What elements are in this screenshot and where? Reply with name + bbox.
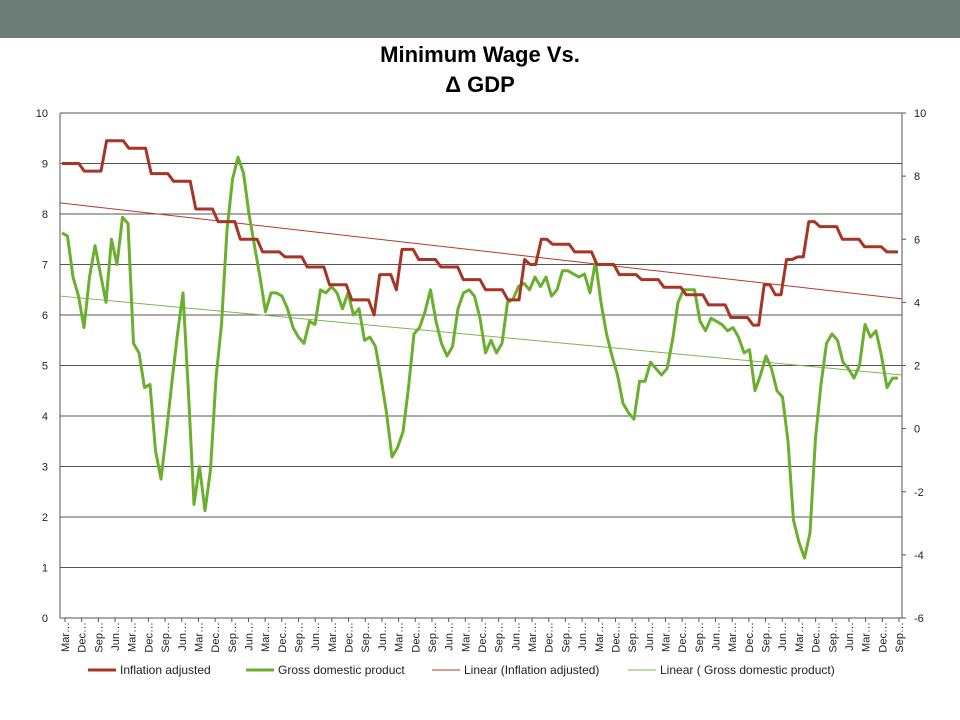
- series-line-gdp: [61, 155, 898, 560]
- y-left-tick-label: 0: [42, 613, 48, 625]
- x-tick-label: Sep…: [160, 622, 172, 653]
- x-tick-label: Mar…: [727, 622, 739, 652]
- x-tick-label: Mar…: [127, 622, 139, 652]
- left-axis-ticks: 0 1 2 3 4 5 6 7 8 9 10: [36, 108, 48, 625]
- x-tick-label: Jun…: [577, 622, 589, 651]
- x-tick-label: Jun…: [444, 622, 456, 651]
- x-tick-label: Mar…: [460, 622, 472, 652]
- y-right-tick-label: 0: [914, 424, 920, 436]
- y-left-tick-label: 6: [42, 310, 48, 322]
- x-tick-label: Dec…: [677, 622, 689, 653]
- x-tick-label: Jun…: [711, 622, 723, 651]
- x-tick-label: Mar…: [861, 622, 873, 652]
- y-left-tick-label: 5: [42, 361, 48, 373]
- chart-title: Minimum Wage Vs.: [380, 42, 580, 67]
- x-tick-label: Dec…: [877, 622, 889, 653]
- y-left-tick-label: 7: [42, 260, 48, 272]
- y-right-tick-label: 2: [914, 361, 920, 373]
- legend: Inflation adjusted Gross domestic product…: [88, 663, 835, 677]
- y-right-tick-label: 4: [914, 297, 920, 309]
- trend-lines: [59, 202, 903, 376]
- slide-background: [0, 38, 960, 720]
- x-tick-label: Jun…: [243, 622, 255, 651]
- x-tick-label: Mar…: [527, 622, 539, 652]
- x-tick-label: Mar…: [660, 622, 672, 652]
- y-right-tick-label: -4: [914, 550, 924, 562]
- x-tick-label: Jun…: [510, 622, 522, 651]
- x-tick-label: Dec…: [744, 622, 756, 653]
- y-left-tick-label: 1: [42, 563, 48, 575]
- x-tick-label: Sep…: [93, 622, 105, 653]
- x-tick-label: Jun…: [644, 622, 656, 651]
- legend-label: Linear (Inflation adjusted): [464, 663, 599, 677]
- y-right-tick-label: -2: [914, 487, 924, 499]
- series-line-inflation: [62, 139, 898, 327]
- x-tick-label: Mar…: [260, 622, 272, 652]
- x-tick-label: Dec…: [77, 622, 89, 653]
- x-tick-label: Sep…: [627, 622, 639, 653]
- right-axis-ticks: -6 -4 -2 0 2 4 6 8 10: [902, 108, 926, 625]
- x-tick-label: Sep…: [360, 622, 372, 653]
- x-tick-label: Sep…: [827, 622, 839, 653]
- x-tick-label: Sep…: [761, 622, 773, 653]
- x-tick-label: Mar…: [193, 622, 205, 652]
- x-tick-label: Dec…: [277, 622, 289, 653]
- x-tick-label: Sep…: [560, 622, 572, 653]
- x-tick-label: Jun…: [177, 622, 189, 651]
- y-left-tick-label: 2: [42, 512, 48, 524]
- x-tick-label: Jun…: [844, 622, 856, 651]
- y-left-tick-label: 10: [36, 108, 48, 120]
- x-tick-label: Dec…: [143, 622, 155, 653]
- legend-label: Inflation adjusted: [120, 663, 211, 677]
- x-tick-label: Sep…: [294, 622, 306, 653]
- x-tick-label: Dec…: [610, 622, 622, 653]
- x-tick-label: Dec…: [544, 622, 556, 653]
- x-tick-label: Mar…: [394, 622, 406, 652]
- trend-line-inflation: [59, 202, 903, 300]
- chart-subtitle: Δ GDP: [445, 72, 515, 97]
- x-tick-label: Mar…: [794, 622, 806, 652]
- x-axis-ticks: Mar… Dec… Sep… Jun… Mar… Dec… Sep… Jun… Mar… Dec……: [60, 618, 906, 653]
- trend-line-gdp: [59, 295, 903, 376]
- y-right-tick-label: 8: [914, 171, 920, 183]
- x-tick-label: Dec…: [210, 622, 222, 653]
- x-tick-label: Jun…: [377, 622, 389, 651]
- x-tick-label: Jun…: [110, 622, 122, 651]
- x-tick-label: Jun…: [777, 622, 789, 651]
- x-tick-label: Sep…: [227, 622, 239, 653]
- x-tick-label: Sep…: [694, 622, 706, 653]
- x-tick-label: Jun…: [310, 622, 322, 651]
- y-right-tick-label: 10: [914, 108, 926, 120]
- header-bar: [0, 0, 960, 38]
- x-tick-label: Dec…: [344, 622, 356, 653]
- legend-label: Linear ( Gross domestic product): [660, 663, 835, 677]
- x-tick-label: Dec…: [477, 622, 489, 653]
- y-left-tick-label: 9: [42, 159, 48, 171]
- x-tick-label: Mar…: [594, 622, 606, 652]
- legend-label: Gross domestic product: [278, 663, 405, 677]
- x-tick-label: Sep…: [494, 622, 506, 653]
- y-left-tick-label: 8: [42, 209, 48, 221]
- y-right-tick-label: 6: [914, 234, 920, 246]
- y-left-tick-label: 3: [42, 462, 48, 474]
- y-left-tick-label: 4: [42, 411, 48, 423]
- series-lines: [61, 139, 898, 560]
- x-tick-label: Sep…: [427, 622, 439, 653]
- x-tick-label: Sep…: [894, 622, 906, 653]
- x-tick-label: Mar…: [327, 622, 339, 652]
- x-tick-label: Mar…: [60, 622, 72, 652]
- x-tick-label: Dec…: [410, 622, 422, 653]
- x-tick-label: Dec…: [811, 622, 823, 653]
- y-right-tick-label: -6: [914, 613, 924, 625]
